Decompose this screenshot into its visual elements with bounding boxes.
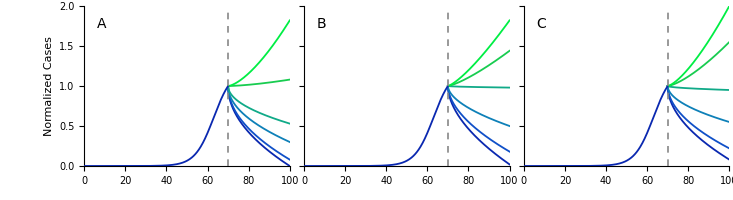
Text: A: A	[97, 17, 106, 31]
Y-axis label: Normalized Cases: Normalized Cases	[44, 36, 54, 136]
Text: C: C	[537, 17, 546, 31]
Text: B: B	[317, 17, 326, 31]
